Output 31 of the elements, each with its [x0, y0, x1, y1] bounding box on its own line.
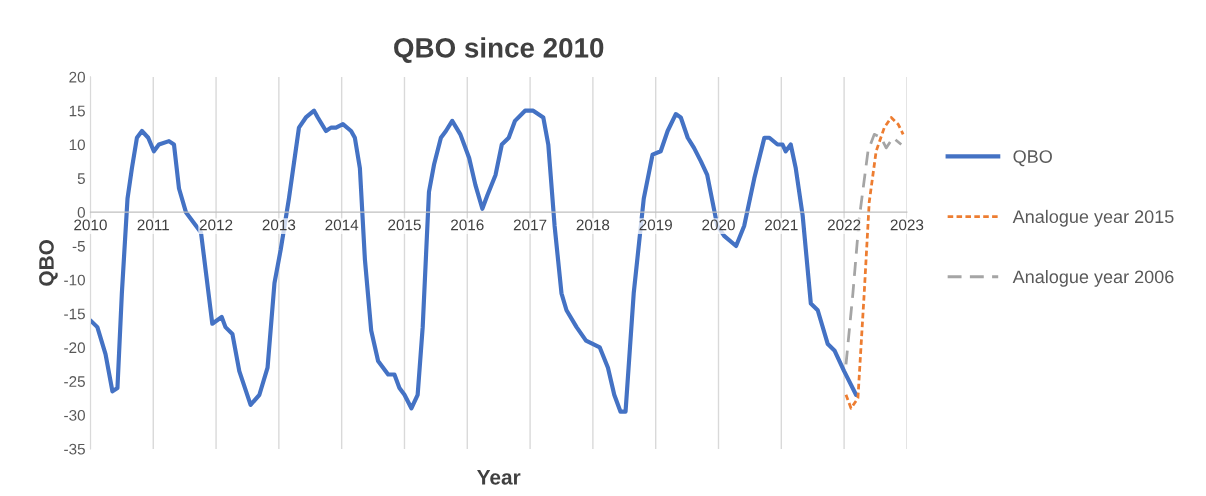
- y-tick-label: 20: [69, 71, 85, 83]
- y-tick-label: -25: [64, 376, 85, 387]
- x-tick-label: 2021: [765, 219, 798, 231]
- x-axis-title: Year: [477, 470, 521, 485]
- chart-title: QBO since 2010: [394, 37, 604, 63]
- y-tick-label: -10: [64, 274, 85, 286]
- y-tick-label: 0: [77, 207, 85, 218]
- x-tick-label: 2018: [576, 219, 610, 231]
- y-tick-label: -15: [64, 308, 85, 320]
- x-tick-label: 2019: [639, 219, 672, 231]
- legend-label: Analogue year 2006: [1012, 269, 1174, 287]
- x-tick-label: 2011: [137, 219, 169, 231]
- x-tick-label: 2022: [827, 219, 861, 231]
- x-tick-label: 2012: [199, 219, 233, 231]
- y-tick-label: -20: [64, 342, 85, 354]
- x-tick-label: 2013: [262, 219, 296, 231]
- x-tick-label: 2016: [451, 219, 484, 231]
- x-tick-label: 2015: [388, 219, 421, 231]
- y-tick-label: 5: [77, 173, 85, 185]
- y-tick-label: -30: [64, 409, 85, 421]
- y-axis-title: QBO: [39, 240, 58, 286]
- x-tick-label: 2023: [890, 219, 924, 231]
- y-tick-label: -5: [72, 241, 85, 252]
- x-tick-label: 2017: [513, 219, 547, 231]
- y-tick-label: -35: [64, 443, 85, 455]
- x-tick-label: 2014: [325, 219, 359, 231]
- x-tick-label: 2010: [74, 219, 107, 231]
- legend-label: Analogue year 2015: [1012, 209, 1174, 227]
- y-tick-label: 15: [69, 105, 85, 117]
- y-tick-label: 10: [69, 139, 85, 151]
- legend-label: QBO: [1013, 150, 1052, 167]
